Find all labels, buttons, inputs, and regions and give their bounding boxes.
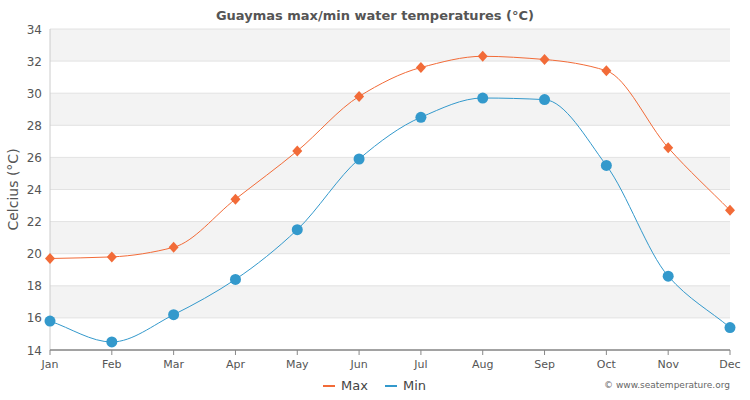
marker xyxy=(292,145,302,156)
y-axis-label: Celcius (°C) xyxy=(5,148,21,230)
x-tick xyxy=(173,350,174,355)
marker xyxy=(539,94,550,105)
marker xyxy=(230,194,240,205)
x-tick-label: Mar xyxy=(163,358,184,371)
y-tick-label: 26 xyxy=(27,151,42,165)
marker xyxy=(663,271,674,282)
x-tick xyxy=(730,350,731,355)
marker xyxy=(354,154,365,165)
y-tick-label: 14 xyxy=(27,344,42,358)
marker xyxy=(230,274,241,285)
x-tick xyxy=(482,350,483,355)
legend-swatch xyxy=(323,385,335,387)
y-tick-label: 22 xyxy=(27,215,42,229)
legend-label: Max xyxy=(341,378,368,393)
x-tick-label: Feb xyxy=(102,358,121,371)
x-tick-label: Jul xyxy=(413,358,427,371)
grid-line xyxy=(50,157,730,158)
y-tick-label: 16 xyxy=(27,311,42,325)
x-tick xyxy=(359,350,360,355)
x-tick xyxy=(111,350,112,355)
marker xyxy=(168,309,179,320)
marker xyxy=(415,112,426,123)
x-tick xyxy=(235,350,236,355)
grid-line xyxy=(50,29,730,30)
y-tick-label: 32 xyxy=(27,55,42,69)
marker xyxy=(601,160,612,171)
marker xyxy=(45,316,56,327)
grid-line xyxy=(50,317,730,318)
annotation: © www.seatemperature.org xyxy=(604,380,730,390)
x-tick-label: Oct xyxy=(597,358,617,371)
grid-line xyxy=(50,61,730,62)
legend-label: Min xyxy=(403,378,426,393)
x-axis xyxy=(50,349,730,351)
marker xyxy=(106,336,117,347)
y-tick-label: 28 xyxy=(27,119,42,133)
grid-line xyxy=(50,125,730,126)
x-tick xyxy=(606,350,607,355)
grid-band xyxy=(50,286,730,318)
x-tick xyxy=(544,350,545,355)
x-tick-label: May xyxy=(286,358,309,371)
grid-band xyxy=(50,222,730,254)
marker xyxy=(169,242,179,253)
chart: 14 16 18 20 22 24 26 28 30 32 34 Jan Feb Mar Apr May Jun… xyxy=(0,0,750,400)
grid-band xyxy=(50,93,730,125)
y-tick-label: 20 xyxy=(27,247,42,261)
grid-line xyxy=(50,253,730,254)
grid-band xyxy=(50,157,730,189)
grid-line xyxy=(50,350,730,351)
x-tick-label: Jun xyxy=(349,358,367,371)
x-tick-label: Nov xyxy=(657,358,679,371)
y-tick-label: 18 xyxy=(27,279,42,293)
marker xyxy=(107,251,117,262)
x-tick-label: Jan xyxy=(41,358,59,371)
x-tick xyxy=(668,350,669,355)
grid-line xyxy=(50,285,730,286)
marker xyxy=(663,142,673,153)
marker xyxy=(45,253,55,264)
y-axis xyxy=(50,29,51,350)
marker xyxy=(416,62,426,73)
marker xyxy=(292,224,303,235)
marker xyxy=(354,91,364,102)
marker xyxy=(478,51,488,62)
series-line xyxy=(50,56,730,258)
x-tick xyxy=(420,350,421,355)
grid-line xyxy=(50,189,730,190)
grid-band xyxy=(50,29,730,61)
x-tick-label: Aug xyxy=(472,358,493,371)
y-tick-label: 24 xyxy=(27,183,42,197)
y-tick-label: 34 xyxy=(27,23,42,37)
grid-line xyxy=(50,93,730,94)
legend: Max Min xyxy=(323,378,426,393)
x-tick-label: Apr xyxy=(226,358,246,371)
marker xyxy=(725,205,735,216)
title: Guaymas max/min water temperatures (°C) xyxy=(216,8,534,23)
marker xyxy=(725,322,736,333)
x-tick xyxy=(297,350,298,355)
y-tick-label: 30 xyxy=(27,87,42,101)
marker xyxy=(601,65,611,76)
series-line xyxy=(50,98,730,342)
plot xyxy=(45,51,736,348)
legend-swatch xyxy=(385,385,397,387)
x-tick-label: Sep xyxy=(534,358,555,371)
grid-line xyxy=(50,221,730,222)
x-tick-label: Dec xyxy=(719,358,740,371)
x-tick xyxy=(50,350,51,355)
marker xyxy=(477,93,488,104)
marker xyxy=(540,54,550,65)
